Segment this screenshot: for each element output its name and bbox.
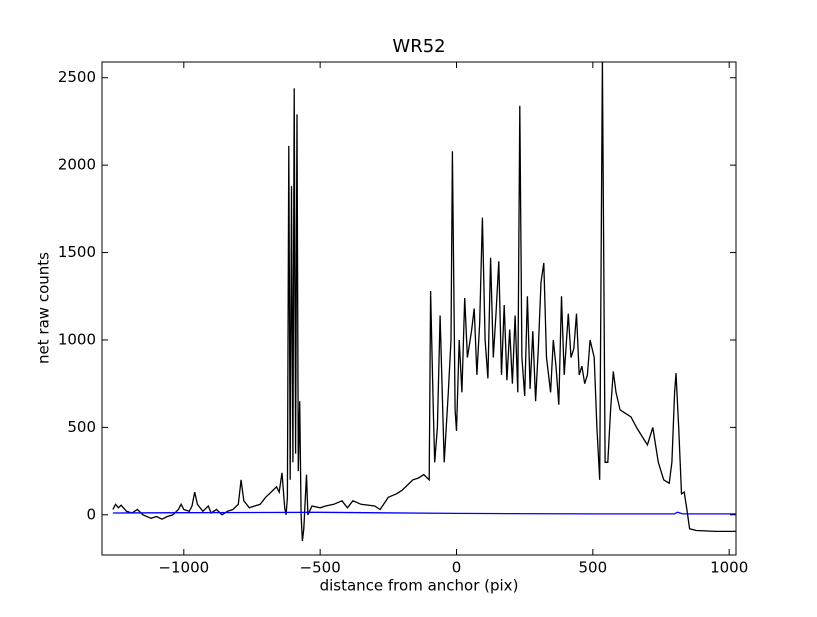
x-tick-label: −1000 [158, 559, 209, 577]
x-tick-label: 500 [579, 559, 608, 577]
x-tick-label: 1000 [710, 559, 748, 577]
x-tick-label: 0 [452, 559, 462, 577]
plot-frame [101, 61, 737, 556]
y-tick-label: 1000 [58, 330, 96, 348]
y-tick-label: 2500 [58, 68, 96, 86]
data-line [112, 511, 736, 515]
y-tick-label: 0 [86, 505, 96, 523]
x-axis-label: distance from anchor (pix) [320, 577, 519, 595]
y-tick-label: 2000 [58, 156, 96, 174]
y-tick-label: 500 [67, 418, 96, 436]
y-tick-label: 1500 [58, 243, 96, 261]
data-line [112, 62, 736, 542]
x-tick-label: −500 [300, 559, 341, 577]
chart-title: WR52 [392, 36, 445, 57]
y-axis-label: net raw counts [35, 252, 53, 364]
